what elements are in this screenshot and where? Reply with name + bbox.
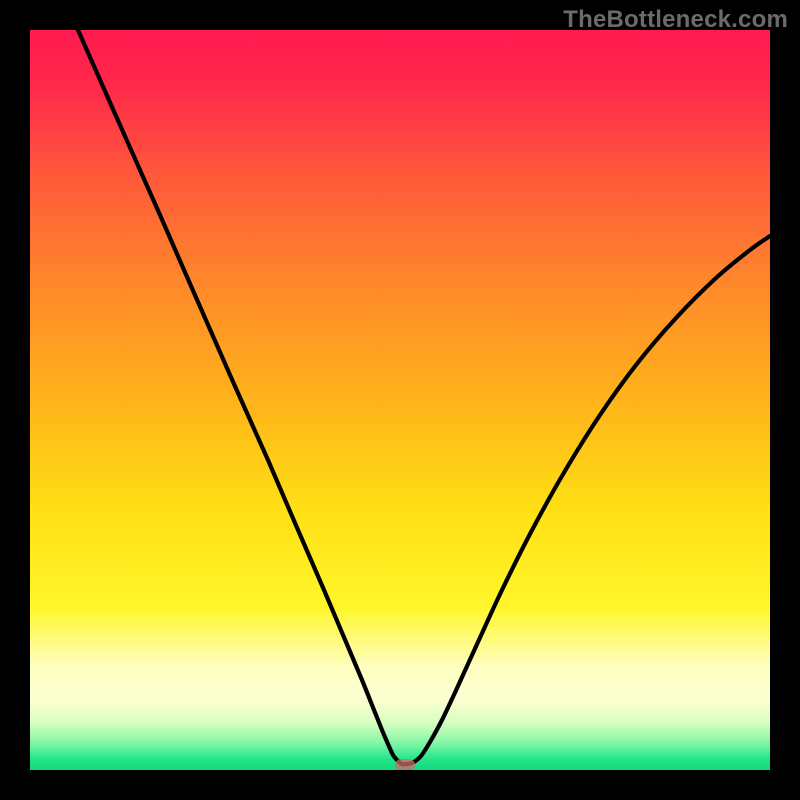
bottleneck-curve <box>30 30 770 770</box>
chart-canvas: TheBottleneck.com <box>0 0 800 800</box>
optimum-marker <box>395 759 415 770</box>
watermark-text: TheBottleneck.com <box>563 6 788 34</box>
plot-area <box>30 30 770 770</box>
